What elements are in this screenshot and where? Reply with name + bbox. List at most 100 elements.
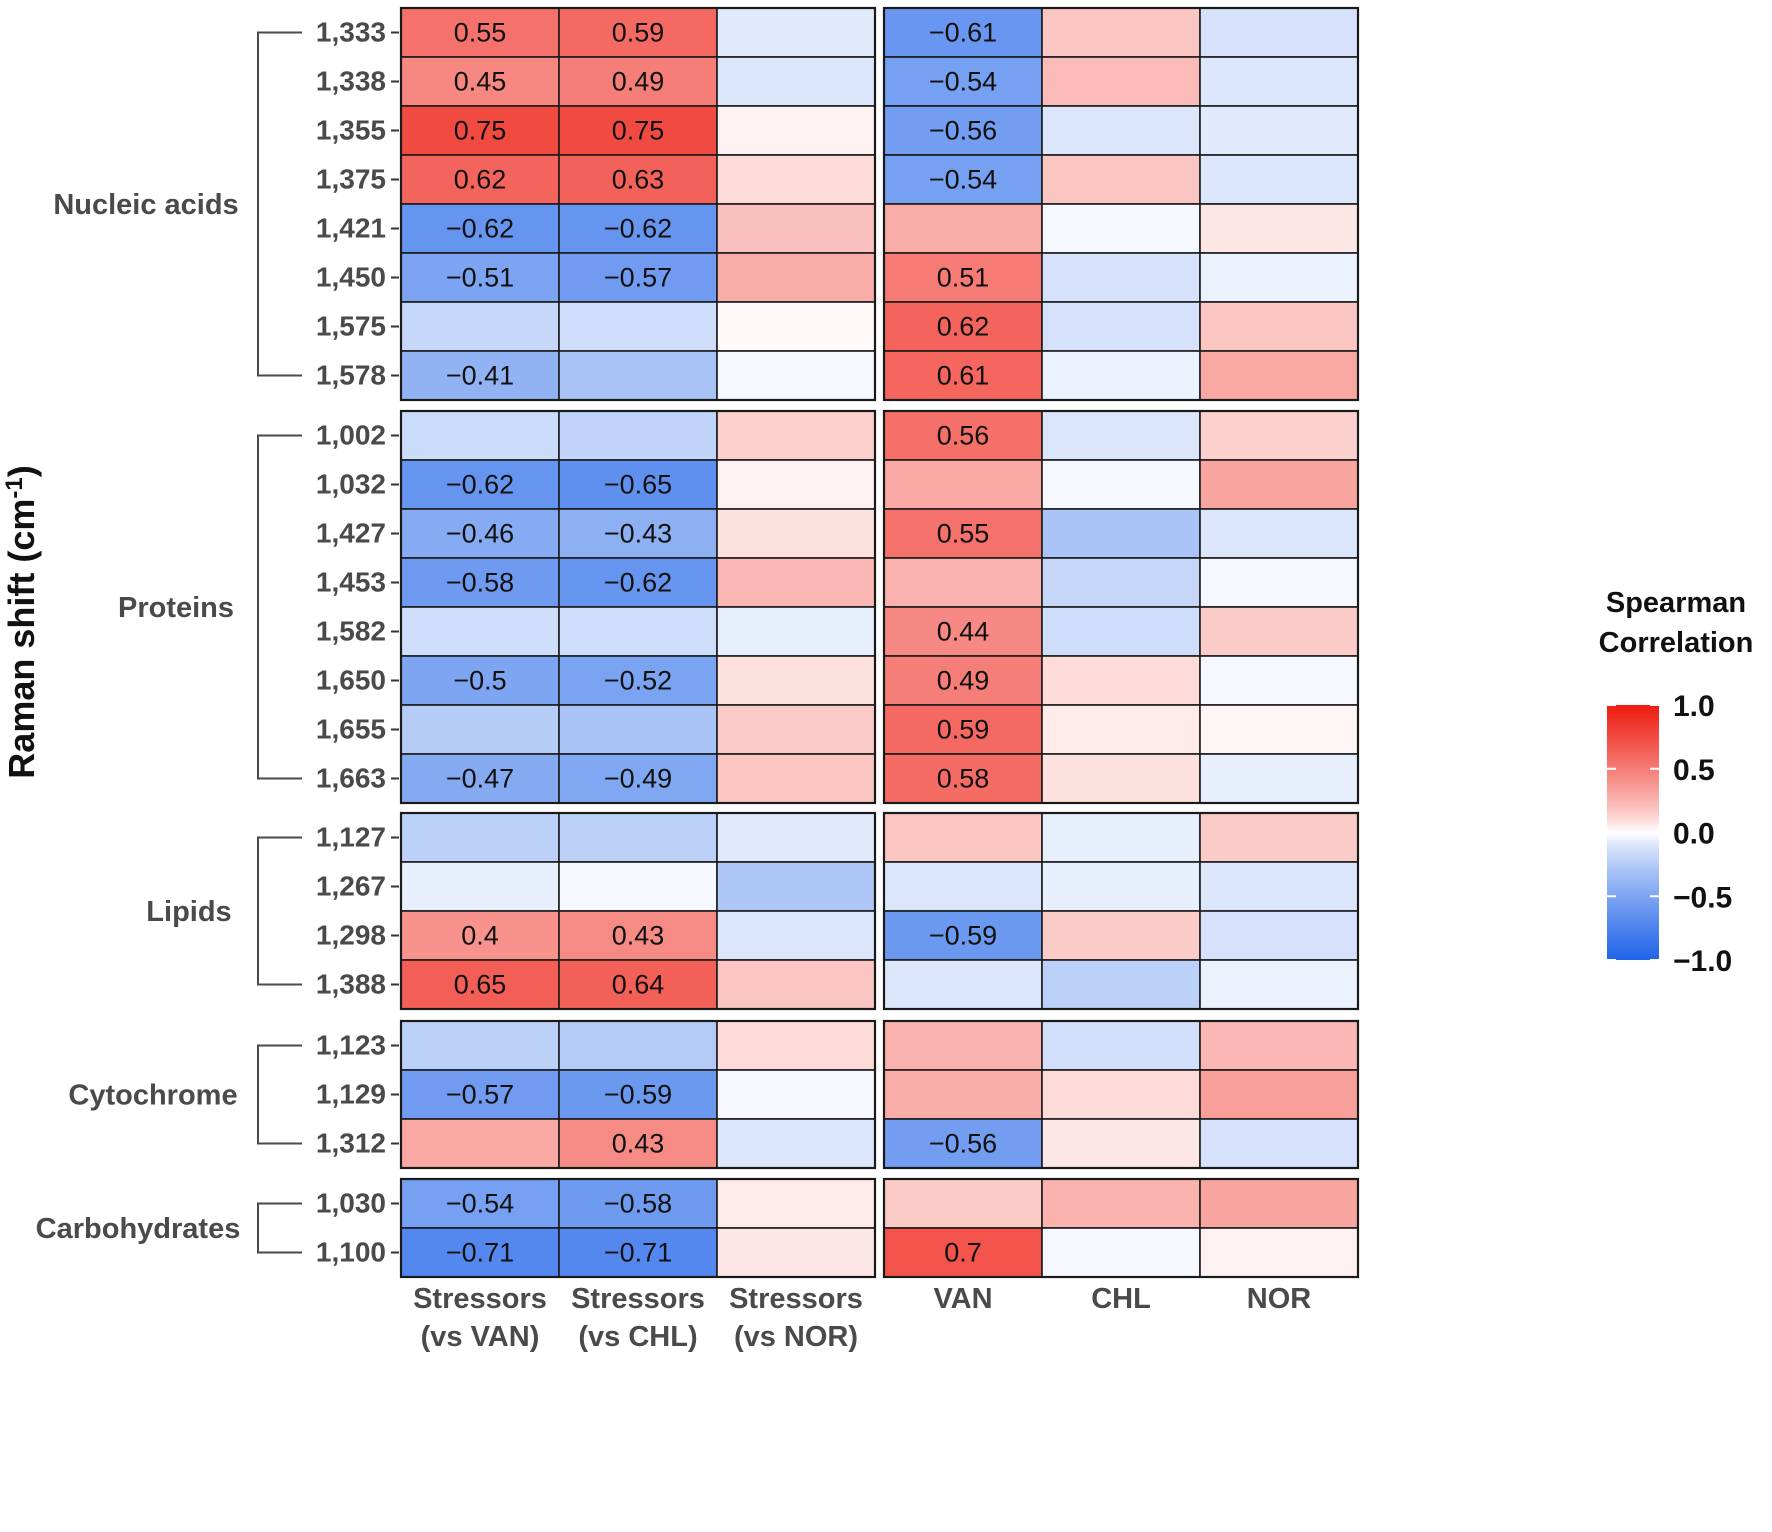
cell-value-label: −0.54 (446, 1189, 514, 1219)
heatmap-cell (1041, 812, 1201, 863)
cell-value-label: 0.75 (612, 116, 665, 146)
heatmap-cell (1041, 459, 1201, 510)
cell-value-label: −0.46 (446, 519, 514, 549)
legend-tick-label: 0.0 (1673, 818, 1715, 851)
heatmap-cell (400, 812, 560, 863)
heatmap-cell (883, 812, 1043, 863)
heatmap-cell (716, 203, 876, 254)
heatmap-cell (1041, 704, 1201, 755)
left-panel-border (399, 409, 877, 805)
group-bracket (257, 434, 302, 780)
heatmap-cell (716, 1020, 876, 1071)
heatmap-cell (1041, 910, 1201, 961)
cell-value-label: 0.59 (937, 715, 990, 745)
row-labels: 1,333 1,338 1,355 1,375 1,421 1,450 1,575 1,578… (316, 17, 399, 1268)
heatmap-cell (883, 861, 1043, 912)
heatmap-cell (883, 56, 1043, 107)
row-label: 1,338 (316, 66, 386, 97)
heatmap-cell (1041, 861, 1201, 912)
cell-value-label: 0.59 (612, 18, 665, 48)
heatmap-cell (883, 1178, 1043, 1229)
heatmap-cell (1199, 252, 1359, 303)
row-label: 1,032 (316, 469, 386, 500)
heatmap-cell (716, 812, 876, 863)
heatmap-cell (400, 1227, 560, 1278)
heatmap-cell (1041, 606, 1201, 657)
column-labels: Stressors (vs VAN) Stressors (vs CHL) Stress… (413, 1283, 1311, 1353)
heatmap-cell (716, 508, 876, 559)
heatmap-cell (716, 56, 876, 107)
cell-value-label: −0.59 (604, 1080, 672, 1110)
heatmap-cell (1041, 1227, 1201, 1278)
column-label: Stressors (729, 1283, 863, 1315)
heatmap-cell (400, 508, 560, 559)
row-label: 1,030 (316, 1188, 386, 1219)
row-label: 1,388 (316, 969, 386, 1000)
heatmap-cell (883, 1118, 1043, 1169)
cell-value-label: 0.49 (612, 67, 665, 97)
right-panel-border (882, 6, 1360, 402)
group-brackets (257, 31, 302, 1254)
cell-value-label: 0.7 (944, 1238, 982, 1268)
heatmap-cell (1199, 508, 1359, 559)
heatmap-cell (716, 557, 876, 608)
heatmap-cell (400, 753, 560, 804)
row-label: 1,427 (316, 518, 386, 549)
legend-title-line2: Correlation (1599, 627, 1754, 659)
heatmap-cell (883, 910, 1043, 961)
cell-value-label: −0.61 (929, 18, 997, 48)
cell-value-label: −0.65 (604, 470, 672, 500)
heatmap-cell (558, 910, 718, 961)
group-label: Nucleic acids (53, 189, 238, 221)
column-label: CHL (1091, 1283, 1151, 1315)
heatmap-cell (716, 459, 876, 510)
row-label: 1,450 (316, 262, 386, 293)
heatmap-cell (883, 959, 1043, 1010)
heatmap-cell (1199, 704, 1359, 755)
heatmap-cell (716, 1069, 876, 1120)
heatmap-cell (716, 350, 876, 401)
heatmap-cell (400, 861, 560, 912)
row-label: 1,663 (316, 763, 386, 794)
heatmap-cell (558, 753, 718, 804)
heatmap-cell (1199, 910, 1359, 961)
cell-value-label: 0.65 (454, 970, 507, 1000)
heatmap-cell (400, 410, 560, 461)
heatmap-cell (1041, 154, 1201, 205)
row-label: 1,002 (316, 420, 386, 451)
group-label: Carbohydrates (36, 1213, 241, 1245)
row-label: 1,578 (316, 360, 386, 391)
heatmap-cell (400, 1118, 560, 1169)
column-label: (vs NOR) (734, 1321, 858, 1353)
heatmap-cell (1041, 557, 1201, 608)
cell-value-label: −0.62 (446, 214, 514, 244)
heatmap-cell (400, 606, 560, 657)
heatmap-cell (716, 1178, 876, 1229)
y-axis-title-close: ) (1, 465, 42, 477)
row-label: 1,375 (316, 164, 386, 195)
heatmap-cell (1199, 410, 1359, 461)
heatmap-cell (883, 459, 1043, 510)
heatmap-cell (400, 655, 560, 706)
group-label: Cytochrome (68, 1080, 237, 1112)
row-label: 1,421 (316, 213, 386, 244)
heatmap-cell (1041, 56, 1201, 107)
group-labels: Nucleic acids Proteins Lipids Cytochrome Car… (36, 189, 241, 1245)
row-label: 1,582 (316, 616, 386, 647)
group-bracket (257, 31, 302, 377)
left-panel-border (399, 811, 877, 1011)
heatmap-cell (1199, 606, 1359, 657)
cell-value-label: −0.47 (446, 764, 514, 794)
heatmap-cell (883, 655, 1043, 706)
right-panel-border (882, 1177, 1360, 1279)
y-axis-title-text: Raman shift (cm-1) (1, 465, 42, 778)
heatmap-cell (558, 1227, 718, 1278)
cell-value-label: −0.71 (446, 1238, 514, 1268)
heatmap-cell (716, 910, 876, 961)
heatmap-cell (716, 252, 876, 303)
cell-value-label: −0.57 (446, 1080, 514, 1110)
row-label: 1,100 (316, 1237, 386, 1268)
heatmap-cell (1041, 1020, 1201, 1071)
legend-tick-label: 1.0 (1673, 690, 1715, 723)
legend-title-line1: Spearman (1606, 587, 1746, 619)
